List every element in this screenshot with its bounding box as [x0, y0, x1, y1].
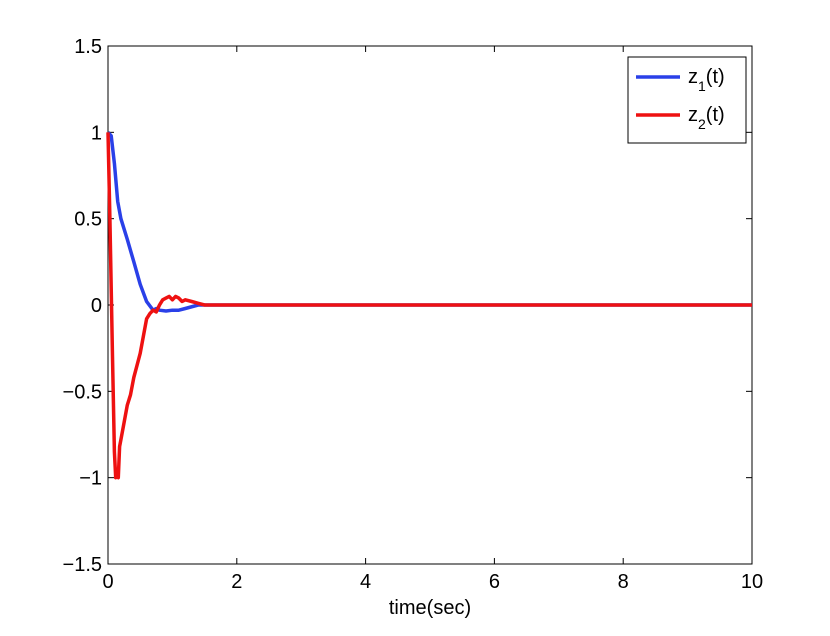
x-axis-label: time(sec) [389, 597, 471, 619]
legend-box [627, 56, 747, 144]
x-tick-label: 10 [741, 571, 763, 593]
legend-label-subscript: 1 [698, 78, 706, 94]
y-tick-label: 0 [91, 295, 102, 317]
x-tick-label: 8 [618, 571, 629, 593]
y-tick-label: −1.5 [63, 554, 102, 576]
legend-label-tail: (t) [706, 104, 725, 126]
legend-label-tail: (t) [706, 66, 725, 88]
x-tick-label: 4 [360, 571, 371, 593]
legend-label-2: z2(t) [688, 104, 725, 132]
y-tick-label: 0.5 [74, 209, 102, 231]
legend-label-main: z [688, 66, 698, 88]
tick-labels: 0 2 4 6 8 10 −1.5 −1 −0.5 0 0.5 1 1.5 [63, 36, 764, 593]
y-tick-label: 1 [91, 122, 102, 144]
x-tick-label: 6 [489, 571, 500, 593]
legend-label-subscript: 2 [698, 116, 706, 132]
legend: z1(t)z2(t) [627, 56, 747, 144]
series-line-2 [106, 132, 752, 480]
series-group [106, 131, 752, 480]
legend-label-1: z1(t) [688, 66, 725, 94]
y-tick-label: 1.5 [74, 36, 102, 58]
legend-label-main: z [688, 104, 698, 126]
x-tick-label: 2 [231, 571, 242, 593]
y-tick-label: −1 [79, 468, 102, 490]
y-tick-label: −0.5 [63, 381, 102, 403]
x-tick-label: 0 [102, 571, 113, 593]
